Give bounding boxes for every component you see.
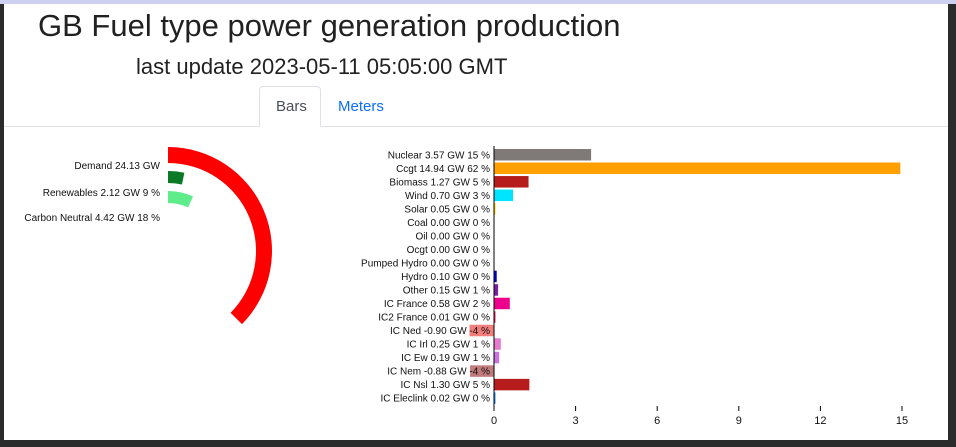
category-label: Nuclear 3.57 GW 15 % <box>388 150 490 161</box>
bar-ic-nem <box>470 365 494 377</box>
category-label: Pumped Hydro 0.00 GW 0 % <box>361 258 490 269</box>
radial-label-renewables: Renewables 2.12 GW 9 % <box>43 188 160 199</box>
category-label: Ccgt 14.94 GW 62 % <box>396 164 490 175</box>
bar-ic-ned <box>469 324 494 337</box>
x-tick-label: 6 <box>654 415 660 427</box>
category-label: IC Eleclink 0.02 GW 0 % <box>381 394 491 405</box>
category-label: Oil 0.00 GW 0 % <box>416 231 491 242</box>
category-label: Wind 0.70 GW 3 % <box>405 191 490 202</box>
category-label: Solar 0.05 GW 0 % <box>404 204 490 215</box>
bar-ic-eleclink <box>494 392 496 404</box>
bar-hydro <box>494 270 497 283</box>
bar-solar <box>494 203 496 215</box>
bar-ccgt <box>494 162 901 175</box>
x-tick-label: 12 <box>814 415 826 427</box>
category-label: Ocgt 0.00 GW 0 % <box>407 245 490 256</box>
x-tick-label: 0 <box>491 415 497 427</box>
category-label: IC France 0.58 GW 2 % <box>384 299 490 310</box>
bar-ic2-france <box>494 311 496 323</box>
radial-bar-chart: Demand 24.13 GW Renewables 2.12 GW 9 % Car… <box>24 147 272 325</box>
x-tick-label: 3 <box>573 415 579 427</box>
category-label: IC Ew 0.19 GW 1 % <box>401 353 490 364</box>
radial-label-demand: Demand 24.13 GW <box>74 161 160 172</box>
x-tick-label: 15 <box>896 415 908 427</box>
category-label: IC2 France 0.01 GW 0 % <box>378 313 490 324</box>
radial-bar-carbon-neutral <box>168 191 194 208</box>
tabs-divider <box>4 126 948 127</box>
last-update-subtitle: last update 2023-05-11 05:05:00 GMT <box>136 54 508 79</box>
bar-ic-irl <box>494 338 501 350</box>
category-label: Biomass 1.27 GW 5 % <box>389 177 490 188</box>
bar-ic-ew <box>494 351 500 364</box>
content-panel: GB Fuel type power generation production… <box>4 4 948 440</box>
fuel-bar-chart: Nuclear 3.57 GW 15 % Ccgt 14.94 GW 62 % Bi… <box>361 146 908 427</box>
radial-bar-demand <box>168 147 272 325</box>
bar-biomass <box>494 176 529 188</box>
category-label: IC Irl 0.25 GW 1 % <box>407 340 490 351</box>
category-label: IC Nsl 1.30 GW 5 % <box>401 380 491 391</box>
tab-meters[interactable]: Meters <box>338 98 384 115</box>
top-accent-bar <box>0 0 956 4</box>
category-label: Hydro 0.10 GW 0 % <box>401 272 490 283</box>
radial-bar-renewables <box>168 171 185 185</box>
bar-ic-france <box>494 297 510 310</box>
page-title: GB Fuel type power generation production <box>38 8 621 43</box>
radial-label-carbon-neutral: Carbon Neutral 4.42 GW 18 % <box>24 213 160 224</box>
x-tick-label: 9 <box>736 415 742 427</box>
bar-ic-nsl <box>494 378 530 391</box>
category-label: IC Ned -0.90 GW -4 % <box>390 326 490 337</box>
bar-wind <box>494 189 514 202</box>
category-label: IC Nem -0.88 GW -4 % <box>387 367 490 378</box>
tab-bars[interactable]: Bars <box>259 86 321 127</box>
category-label: Other 0.15 GW 1 % <box>403 285 490 296</box>
category-label: Coal 0.00 GW 0 % <box>407 218 490 229</box>
bar-other <box>494 284 499 296</box>
bar-nuclear <box>494 149 592 161</box>
